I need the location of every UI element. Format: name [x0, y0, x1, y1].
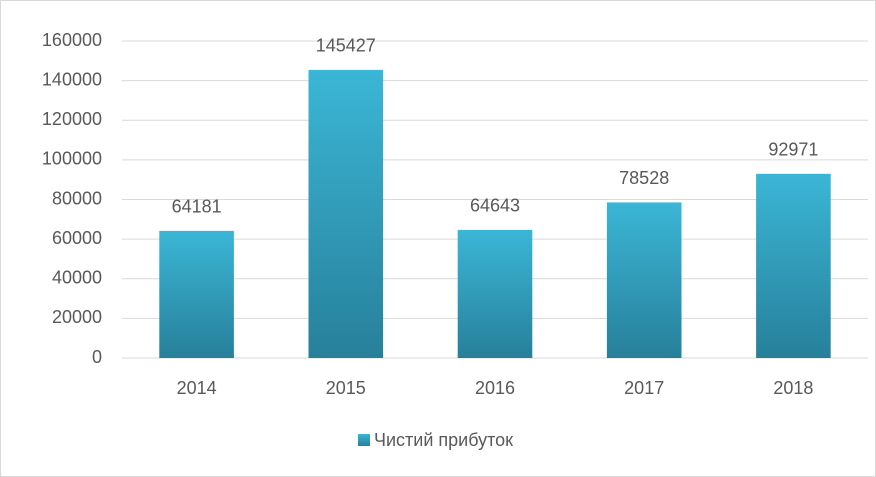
y-tick-label: 160000 — [42, 30, 102, 50]
data-label: 92971 — [768, 140, 818, 160]
data-label: 64643 — [470, 196, 520, 216]
y-tick-label: 40000 — [52, 268, 102, 288]
y-tick-label: 120000 — [42, 109, 102, 129]
y-tick-label: 100000 — [42, 149, 102, 169]
y-tick-label: 20000 — [52, 307, 102, 327]
data-label: 78528 — [619, 168, 669, 188]
bar — [606, 202, 682, 358]
x-tick-label: 2014 — [177, 378, 217, 398]
data-label: 64181 — [172, 197, 222, 217]
legend-label: Чистий прибуток — [374, 430, 513, 450]
bar — [756, 173, 831, 358]
bar — [159, 230, 234, 358]
y-tick-label: 140000 — [42, 69, 102, 89]
y-tick-label: 0 — [92, 347, 102, 367]
y-tick-label: 80000 — [52, 188, 102, 208]
legend-swatch — [358, 434, 370, 446]
y-tick-label: 60000 — [52, 228, 102, 248]
bar — [457, 229, 533, 358]
x-tick-label: 2016 — [475, 378, 515, 398]
bar — [308, 69, 384, 359]
data-label: 145427 — [316, 36, 376, 56]
x-tick-label: 2017 — [624, 378, 664, 398]
x-tick-label: 2018 — [773, 378, 813, 398]
x-tick-label: 2015 — [326, 378, 366, 398]
